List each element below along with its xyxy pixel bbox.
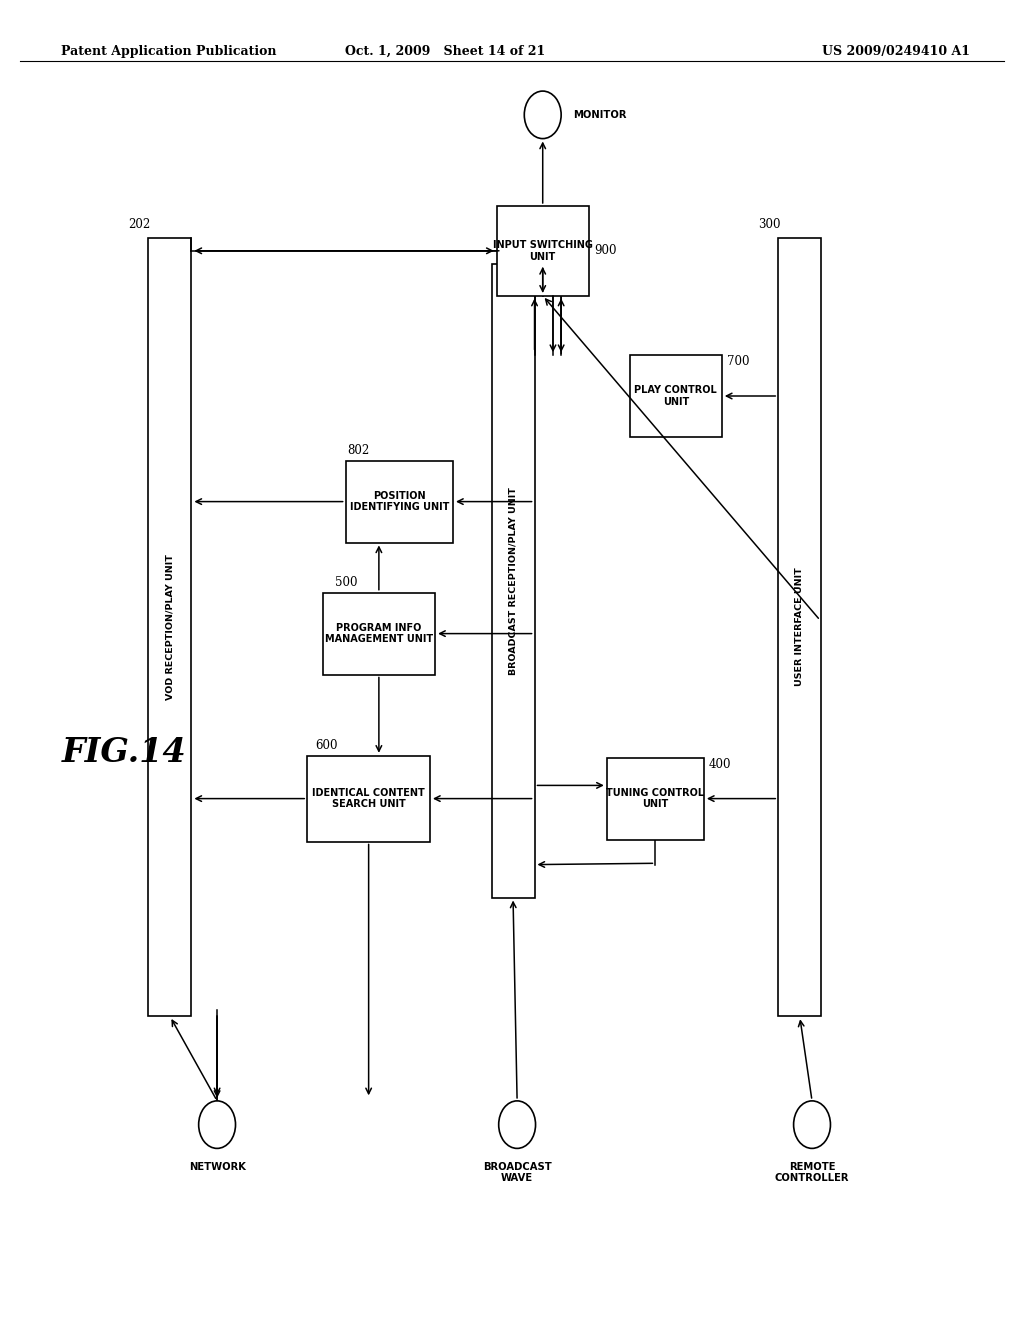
Text: NETWORK: NETWORK xyxy=(188,1162,246,1172)
Circle shape xyxy=(794,1101,830,1148)
Text: 100: 100 xyxy=(538,247,560,260)
Bar xyxy=(606,758,705,840)
Text: USER INTERFACE UNIT: USER INTERFACE UNIT xyxy=(796,568,804,686)
Text: POSITION
IDENTIFYING UNIT: POSITION IDENTIFYING UNIT xyxy=(349,491,450,512)
Text: 400: 400 xyxy=(709,758,731,771)
Text: TUNING CONTROL
UNIT: TUNING CONTROL UNIT xyxy=(606,788,705,809)
Bar xyxy=(307,755,430,842)
Text: PROGRAM INFO
MANAGEMENT UNIT: PROGRAM INFO MANAGEMENT UNIT xyxy=(325,623,433,644)
Circle shape xyxy=(199,1101,236,1148)
Bar xyxy=(148,238,191,1016)
Text: Patent Application Publication: Patent Application Publication xyxy=(61,45,276,58)
Text: PLAY CONTROL
UNIT: PLAY CONTROL UNIT xyxy=(635,385,717,407)
Circle shape xyxy=(524,91,561,139)
Text: VOD RECEPTION/PLAY UNIT: VOD RECEPTION/PLAY UNIT xyxy=(166,554,174,700)
Text: 300: 300 xyxy=(758,218,780,231)
Text: 900: 900 xyxy=(594,244,616,257)
Text: 600: 600 xyxy=(315,739,338,752)
Text: MONITOR: MONITOR xyxy=(573,110,627,120)
Bar xyxy=(497,206,589,296)
Text: 202: 202 xyxy=(128,218,151,231)
Bar xyxy=(492,264,535,898)
Text: REMOTE
CONTROLLER: REMOTE CONTROLLER xyxy=(775,1162,849,1183)
Text: 700: 700 xyxy=(727,355,750,368)
Text: INPUT SWITCHING
UNIT: INPUT SWITCHING UNIT xyxy=(493,240,593,261)
Bar xyxy=(778,238,821,1016)
Text: Oct. 1, 2009   Sheet 14 of 21: Oct. 1, 2009 Sheet 14 of 21 xyxy=(345,45,546,58)
Bar xyxy=(323,593,435,675)
Bar xyxy=(346,461,453,543)
Text: 802: 802 xyxy=(348,444,370,457)
Circle shape xyxy=(499,1101,536,1148)
Text: FIG.14: FIG.14 xyxy=(61,737,186,768)
Text: BROADCAST RECEPTION/PLAY UNIT: BROADCAST RECEPTION/PLAY UNIT xyxy=(509,487,517,675)
Text: 500: 500 xyxy=(335,576,357,589)
Bar xyxy=(630,355,722,437)
Text: IDENTICAL CONTENT
SEARCH UNIT: IDENTICAL CONTENT SEARCH UNIT xyxy=(312,788,425,809)
Text: BROADCAST
WAVE: BROADCAST WAVE xyxy=(482,1162,552,1183)
Text: US 2009/0249410 A1: US 2009/0249410 A1 xyxy=(822,45,970,58)
